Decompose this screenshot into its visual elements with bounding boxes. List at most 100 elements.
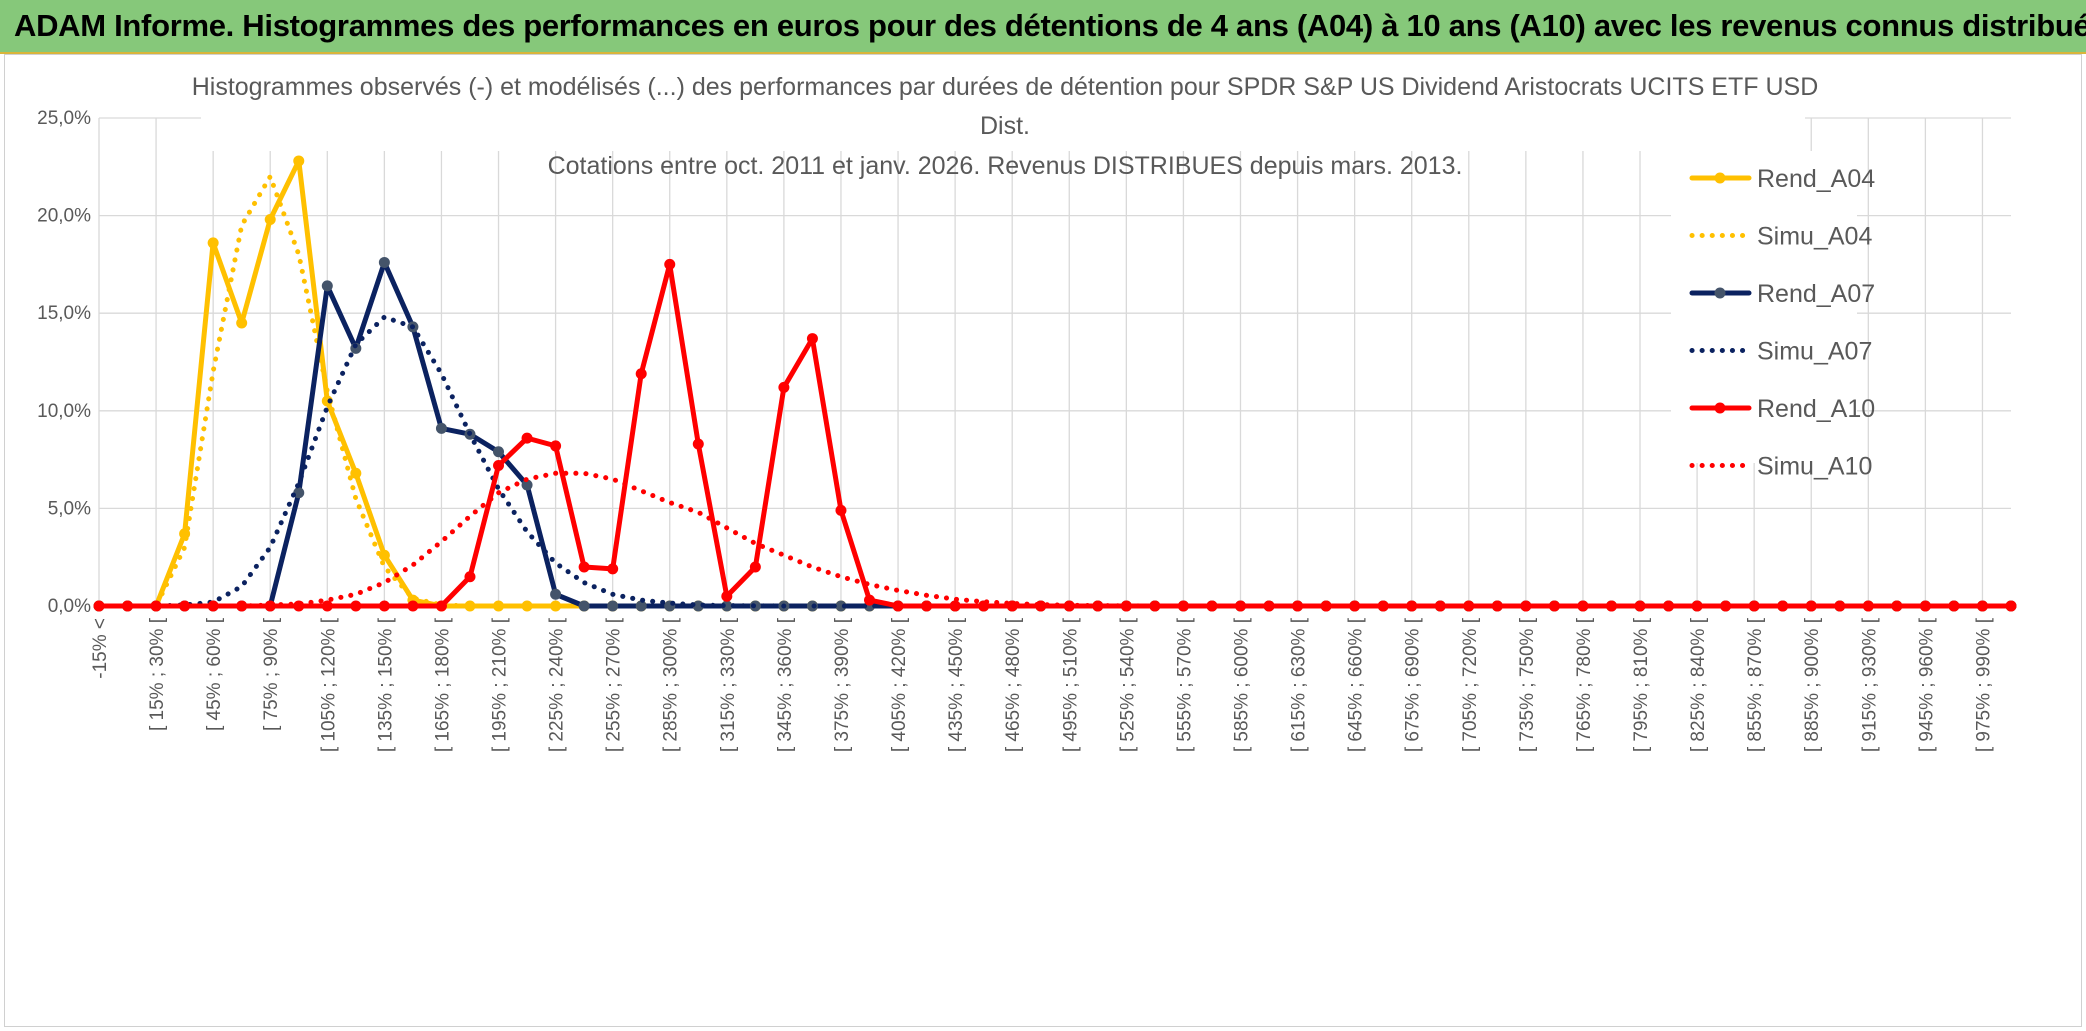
data-point — [1177, 600, 1189, 612]
x-tick-label: [ 465% ; 480% [ — [1003, 617, 1024, 752]
data-point — [236, 317, 248, 329]
data-point — [321, 280, 333, 292]
x-tick-label: [ 105% ; 120% [ — [318, 617, 339, 752]
data-point — [179, 600, 191, 612]
data-point — [635, 600, 647, 612]
data-point — [1320, 600, 1332, 612]
series-line-simu-a04 — [96, 174, 2014, 609]
data-point — [1149, 600, 1161, 612]
data-point — [521, 432, 533, 444]
data-point — [892, 600, 904, 612]
data-point — [321, 600, 333, 612]
data-point — [1349, 600, 1361, 612]
data-point — [1691, 600, 1703, 612]
data-point — [207, 237, 219, 249]
legend-marker — [1714, 402, 1726, 414]
data-point — [378, 549, 390, 561]
data-point — [150, 600, 162, 612]
data-point — [1463, 600, 1475, 612]
data-point — [635, 368, 647, 380]
data-point — [578, 600, 590, 612]
data-point — [921, 600, 933, 612]
x-tick-label: [ 525% ; 540% [ — [1117, 617, 1138, 752]
data-point — [293, 487, 305, 499]
x-tick-label: [ 885% ; 900% [ — [1802, 617, 1823, 752]
legend-label: Simu_A07 — [1757, 338, 1872, 366]
x-tick-label: [ 345% ; 360% [ — [775, 617, 796, 752]
data-point — [806, 333, 818, 345]
title-background — [201, 59, 1805, 151]
data-point — [721, 590, 733, 602]
data-point — [664, 258, 676, 270]
data-point — [407, 600, 419, 612]
chart-title-line: Histogrammes observés (-) et modélisés (… — [192, 73, 1819, 101]
data-point — [521, 479, 533, 491]
data-point — [435, 422, 447, 434]
series-line-simu-a10 — [96, 470, 2014, 609]
histogram-chart: 0,0% 5,0% 10,0% 15,0% 20,0% 25,0% Histogrammes… — [37, 59, 2017, 752]
x-tick-label: [ 15% ; 30% [ — [147, 617, 168, 731]
x-tick-label: [ 285% ; 300% [ — [661, 617, 682, 752]
legend-label: Rend_A10 — [1757, 395, 1875, 423]
legend-label: Rend_A04 — [1757, 165, 1875, 193]
data-point — [464, 600, 476, 612]
data-point — [1663, 600, 1675, 612]
x-tick-label: [ 705% ; 720% [ — [1460, 617, 1481, 752]
legend-marker — [1714, 287, 1726, 299]
data-point — [350, 467, 362, 479]
data-point — [1862, 600, 1874, 612]
data-point — [1976, 600, 1988, 612]
chart-title-line: Cotations entre oct. 2011 et janv. 2026.… — [548, 152, 1463, 180]
x-tick-label: [ 795% ; 810% [ — [1631, 617, 1652, 752]
x-tick-label: [ 555% ; 570% [ — [1174, 617, 1195, 752]
data-point — [350, 600, 362, 612]
x-tick-label: [ 915% ; 930% [ — [1859, 617, 1880, 752]
data-point — [264, 214, 276, 226]
data-point — [1206, 600, 1218, 612]
x-tick-label: [ 195% ; 210% [ — [490, 617, 511, 752]
data-point — [378, 256, 390, 268]
data-point — [293, 155, 305, 167]
data-point — [550, 588, 562, 600]
x-tick-label: [ 165% ; 180% [ — [432, 617, 453, 752]
data-point — [1491, 600, 1503, 612]
x-tick-label: [ 75% ; 90% [ — [261, 617, 282, 731]
x-tick-label: [ 945% ; 960% [ — [1916, 617, 1937, 752]
x-tick-label: [ 645% ; 660% [ — [1346, 617, 1367, 752]
x-tick-label: [ 405% ; 420% [ — [889, 617, 910, 752]
data-point — [692, 438, 704, 450]
x-tick-label: [ 225% ; 240% [ — [547, 617, 568, 752]
x-tick-label: [ 45% ; 60% [ — [204, 617, 225, 731]
report-title: ADAM Informe. Histogrammes des performan… — [14, 8, 2086, 43]
data-point — [578, 561, 590, 573]
data-point — [1520, 600, 1532, 612]
data-point — [207, 600, 219, 612]
y-tick-label: 15,0% — [37, 303, 91, 324]
x-tick-label: [ 315% ; 330% [ — [718, 617, 739, 752]
y-tick-label: 5,0% — [48, 498, 91, 519]
y-tick-label: 10,0% — [37, 401, 91, 422]
data-point — [435, 600, 447, 612]
data-point — [550, 440, 562, 452]
y-tick-label: 25,0% — [37, 108, 91, 129]
data-point — [607, 600, 619, 612]
y-tick-label: 0,0% — [48, 596, 91, 617]
chart-frame: 0,0% 5,0% 10,0% 15,0% 20,0% 25,0% Histogrammes… — [4, 54, 2082, 1027]
data-point — [2005, 600, 2017, 612]
x-tick-label: [ 975% ; 990% [ — [1973, 617, 1994, 752]
x-tick-label: [ 855% ; 870% [ — [1745, 617, 1766, 752]
data-point — [493, 459, 505, 471]
x-tick-label: [ 255% ; 270% [ — [604, 617, 625, 752]
data-point — [692, 600, 704, 612]
data-point — [949, 600, 961, 612]
report-banner: ADAM Informe. Histogrammes des performan… — [0, 0, 2086, 54]
legend-label: Rend_A07 — [1757, 280, 1875, 308]
x-tick-label: [ 495% ; 510% [ — [1060, 617, 1081, 752]
data-point — [835, 504, 847, 516]
data-point — [864, 594, 876, 606]
y-tick-label: 20,0% — [37, 206, 91, 227]
x-tick-label: [ 765% ; 780% [ — [1574, 617, 1595, 752]
data-point — [1834, 600, 1846, 612]
data-point — [749, 561, 761, 573]
legend-label: Simu_A04 — [1757, 223, 1872, 251]
